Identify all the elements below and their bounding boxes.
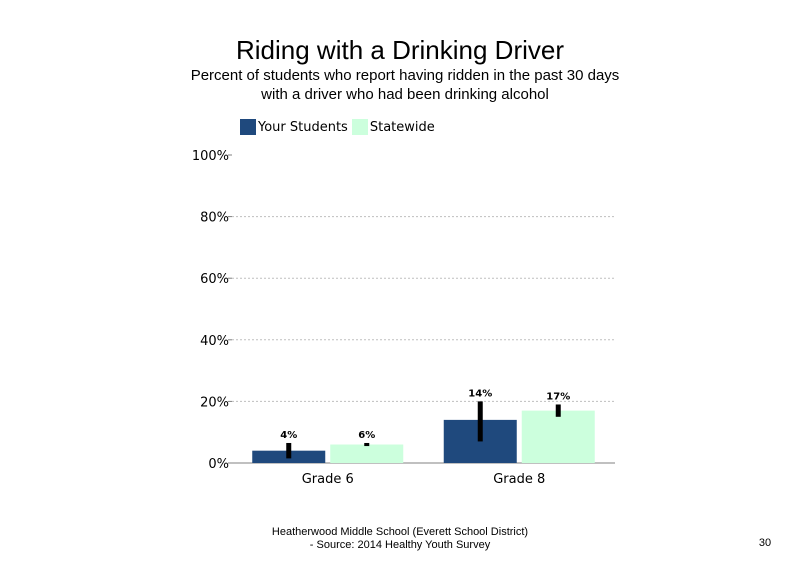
legend-label-statewide: Statewide [369,119,435,135]
page-number: 30 [758,537,772,549]
x-tick-label: Grade 6 [302,472,354,487]
data-label: 4% [280,430,297,441]
legend-swatch-statewide [351,119,368,135]
error-bar [555,404,561,417]
error-bar [364,442,370,447]
data-label: 14% [468,388,492,399]
y-tick-label: 40% [200,334,229,349]
y-tick-label: 60% [200,272,229,287]
y-tick-label: 20% [200,395,229,410]
y-tick-label: 0% [208,457,229,472]
bar [521,410,595,463]
x-tick-label: Grade 8 [493,472,545,487]
legend-item-statewide: Statewide [351,119,435,135]
footer-school: Heatherwood Middle School (Everett Schoo… [271,526,529,538]
footer-source: - Source: 2014 Healthy Youth Survey [309,539,491,551]
data-label: 17% [546,391,570,402]
legend-swatch-your-students [240,119,256,135]
legend-item-your-students: Your Students [240,119,348,135]
chart-subtitle: Percent of students who report having ri… [190,67,620,103]
y-tick-label: 100% [192,149,229,164]
footer: Heatherwood Middle School (Everett Schoo… [200,526,600,552]
error-bar [286,442,292,459]
bar [330,444,404,463]
chart-title: Riding with a Drinking Driver [236,35,564,65]
data-label: 6% [358,430,375,441]
legend: Your Students Statewide [240,118,439,136]
error-bar [477,401,483,442]
legend-label-your-students: Your Students [258,119,348,135]
y-tick-label: 80% [200,211,229,226]
